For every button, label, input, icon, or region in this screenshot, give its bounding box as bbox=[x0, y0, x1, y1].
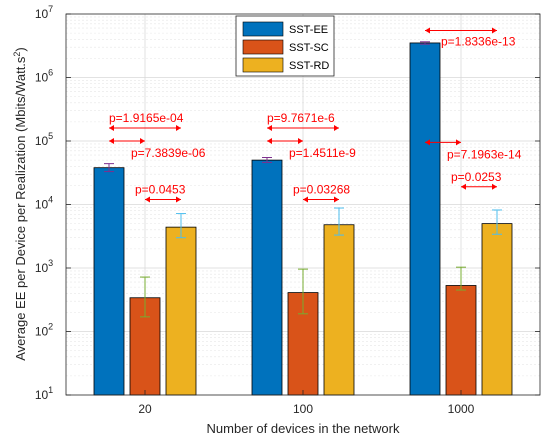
bar-sst-rd-1000 bbox=[481, 223, 513, 396]
y-tick-label: 107 bbox=[35, 4, 53, 21]
p-value-label: p=7.3839e-06 bbox=[131, 146, 206, 160]
axis-ticks: 101 102 103 104 105 106 107 20 100 1000 bbox=[35, 4, 540, 416]
annotation-arrowhead-right bbox=[492, 183, 497, 190]
annotation-arrowhead-left bbox=[461, 183, 466, 190]
x-tick-label: 100 bbox=[293, 402, 313, 416]
significance-annotations: p=1.9165e-04 p=7.3839e-06 p=0.0453 p=9.7671… bbox=[109, 27, 522, 203]
p-value-label: p=0.0253 bbox=[451, 170, 502, 184]
y-axis-title-superscript: 2 bbox=[12, 52, 22, 57]
bar-sst-ee-100 bbox=[251, 159, 283, 396]
error-bar-sst-ee-100 bbox=[262, 156, 272, 163]
annotation-arrowhead-right bbox=[176, 196, 181, 203]
annotation-arrowhead-left bbox=[145, 196, 150, 203]
bar-sst-rd-100 bbox=[323, 224, 355, 396]
legend: SST-EE SST-SC SST-RD bbox=[235, 15, 335, 77]
bars bbox=[93, 42, 513, 396]
x-axis-title: Number of devices in the network bbox=[207, 421, 400, 436]
p-value-label: p=1.8336e-13 bbox=[441, 34, 516, 48]
annotation-arrowhead-right bbox=[492, 27, 497, 34]
annotation-arrowhead-right bbox=[176, 125, 181, 132]
error-bar-sst-sc-100 bbox=[298, 268, 308, 315]
annotation-arrowhead-right bbox=[140, 138, 145, 144]
p-value-annotation: p=0.03268 bbox=[293, 182, 350, 203]
error-bar-sst-sc-20 bbox=[140, 276, 150, 318]
annotation-arrowhead-left bbox=[267, 138, 272, 144]
p-value-annotation: p=7.3839e-06 bbox=[109, 138, 206, 160]
p-value-label: p=9.7671e-6 bbox=[267, 111, 335, 125]
y-axis-title-main: Average EE per Device per Realization (M… bbox=[13, 56, 28, 361]
annotation-arrowhead-left bbox=[303, 196, 308, 203]
p-value-annotation: p=1.9165e-04 bbox=[109, 111, 184, 132]
p-value-annotation: p=0.0253 bbox=[451, 170, 502, 190]
p-value-label: p=0.0453 bbox=[135, 182, 186, 196]
error-bar-sst-rd-100 bbox=[334, 207, 344, 236]
error-bar-sst-rd-20 bbox=[176, 213, 186, 239]
p-value-annotation: p=7.1963e-14 bbox=[425, 139, 522, 161]
y-tick-label: 103 bbox=[35, 258, 53, 275]
y-axis-title: Average EE per Device per Realization (M… bbox=[12, 47, 28, 361]
bar-sst-sc-1000 bbox=[445, 285, 477, 396]
annotation-arrowhead-left bbox=[109, 125, 114, 132]
legend-swatch-sst-rd bbox=[242, 57, 284, 73]
y-tick-label: 101 bbox=[35, 385, 53, 402]
p-value-label: p=7.1963e-14 bbox=[447, 147, 522, 161]
p-value-annotation: p=9.7671e-6 bbox=[267, 111, 339, 132]
bar-sst-rd-20 bbox=[165, 226, 197, 396]
p-value-label: p=1.4511e-9 bbox=[289, 146, 356, 160]
error-bar-sst-sc-1000 bbox=[456, 266, 466, 291]
bar-sst-ee-20 bbox=[93, 167, 125, 396]
error-bar-sst-rd-1000 bbox=[492, 209, 502, 235]
annotation-arrowhead-right bbox=[456, 139, 461, 146]
legend-label-sst-ee: SST-EE bbox=[289, 24, 328, 36]
p-value-annotation: p=1.4511e-9 bbox=[267, 138, 356, 160]
annotation-arrowhead-left bbox=[267, 125, 272, 132]
annotation-arrowhead-right bbox=[334, 196, 339, 203]
x-tick-label: 20 bbox=[138, 402, 152, 416]
p-value-annotation: p=0.0453 bbox=[135, 182, 186, 203]
legend-label-sst-rd: SST-RD bbox=[289, 60, 329, 72]
annotation-arrowhead-left bbox=[109, 138, 114, 144]
legend-label-sst-sc: SST-SC bbox=[289, 42, 329, 54]
annotation-arrowhead-left bbox=[425, 139, 430, 146]
y-tick-label: 106 bbox=[35, 68, 53, 85]
annotation-arrowhead-left bbox=[425, 27, 430, 34]
bar-sst-ee-1000 bbox=[409, 42, 441, 396]
y-axis-title-close: ) bbox=[13, 47, 28, 51]
y-tick-label: 105 bbox=[35, 131, 53, 148]
annotation-arrowhead-right bbox=[298, 138, 303, 144]
p-value-label: p=0.03268 bbox=[293, 182, 350, 196]
legend-swatch-sst-ee bbox=[242, 21, 284, 37]
p-value-label: p=1.9165e-04 bbox=[109, 111, 184, 125]
x-tick-label: 1000 bbox=[448, 402, 475, 416]
legend-swatch-sst-sc bbox=[242, 39, 284, 55]
error-bars bbox=[104, 41, 502, 318]
error-bar-sst-ee-1000 bbox=[420, 41, 430, 45]
error-bar-sst-ee-20 bbox=[104, 163, 114, 173]
y-tick-label: 104 bbox=[35, 195, 53, 212]
y-tick-label: 102 bbox=[35, 322, 53, 339]
p-value-annotation: p=1.8336e-13 bbox=[425, 27, 516, 48]
annotation-arrowhead-right bbox=[334, 125, 339, 132]
